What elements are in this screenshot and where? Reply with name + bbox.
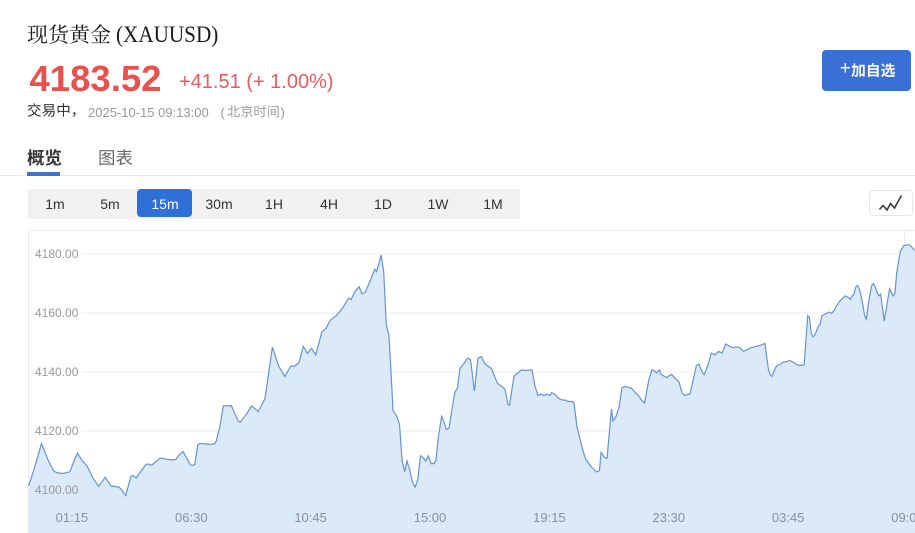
svg-text:23:30: 23:30 <box>653 510 686 525</box>
svg-text:4140.00: 4140.00 <box>35 365 79 379</box>
svg-text:09:00: 09:00 <box>891 510 915 525</box>
svg-text:06:30: 06:30 <box>175 510 208 525</box>
svg-text:4120.00: 4120.00 <box>35 424 79 438</box>
svg-text:4160.00: 4160.00 <box>35 306 79 320</box>
svg-text:4180.00: 4180.00 <box>35 247 79 261</box>
svg-text:15:00: 15:00 <box>414 510 447 525</box>
svg-text:19:15: 19:15 <box>533 510 566 525</box>
svg-text:03:45: 03:45 <box>772 510 805 525</box>
svg-text:01:15: 01:15 <box>56 510 89 525</box>
svg-text:4100.00: 4100.00 <box>35 483 79 497</box>
svg-text:10:45: 10:45 <box>294 510 327 525</box>
